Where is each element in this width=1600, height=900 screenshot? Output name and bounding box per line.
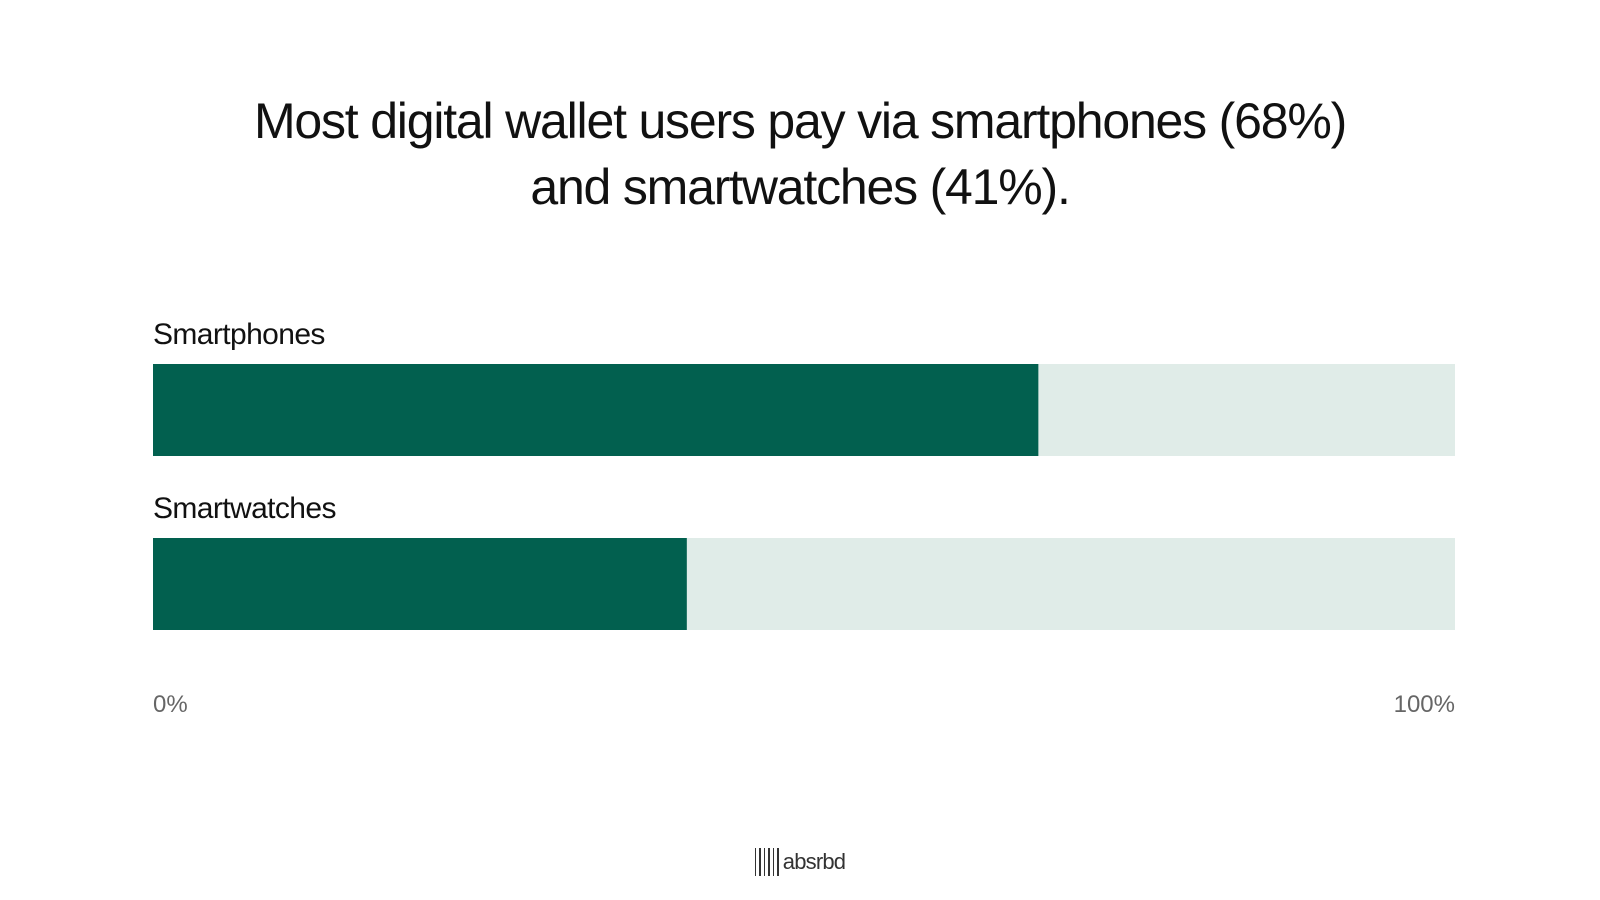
category-label-smartphones: Smartphones bbox=[153, 318, 325, 351]
chart-title-line-2: and smartwatches (41%). bbox=[530, 159, 1070, 215]
x-tick-label-max: 100% bbox=[1394, 691, 1455, 718]
barcode-icon bbox=[754, 848, 779, 876]
chart-title: Most digital wallet users pay via smartp… bbox=[150, 88, 1450, 220]
category-label-smartwatches: Smartwatches bbox=[153, 492, 336, 525]
x-tick-label-min: 0% bbox=[153, 691, 188, 718]
bar-smartphones bbox=[153, 364, 1039, 456]
bar-smartwatches bbox=[153, 538, 687, 630]
logo-text: absrbd bbox=[782, 849, 846, 874]
chart-title-line-1: Most digital wallet users pay via smartp… bbox=[253, 93, 1347, 149]
brand-logo: absrbd bbox=[0, 848, 1600, 876]
